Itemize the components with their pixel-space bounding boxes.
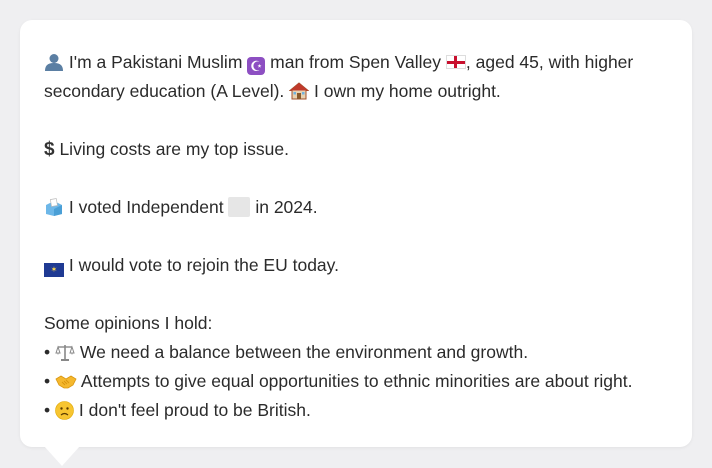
ballot-box-icon — [46, 198, 62, 216]
persona-card: I'm a Pakistani Muslim ☪ man from Spen V… — [20, 20, 692, 447]
dollar-sign-icon: $ — [44, 139, 55, 160]
bullet: • — [44, 371, 51, 391]
slightly-frowning-face-icon — [55, 401, 74, 420]
bullet: • — [44, 400, 51, 420]
profile-intro-text: I'm a Pakistani Muslim — [68, 52, 243, 72]
vote-year-text: in 2024. — [255, 197, 318, 217]
profile-origin-text: man from Spen Valley — [270, 52, 442, 72]
profile-education-text: secondary education (A Level). — [44, 81, 285, 101]
vote-line: I voted Independent in 2024. — [44, 193, 668, 222]
opinion-text: I don't feel proud to be British. — [78, 400, 311, 420]
eu-line: ✶ I would vote to rejoin the EU today. — [44, 251, 668, 280]
bullet: • — [44, 342, 51, 362]
issue-text: Living costs are my top issue. — [59, 139, 289, 159]
list-item: • We need a balance between the environm… — [44, 338, 668, 367]
handshake-icon — [55, 375, 77, 389]
list-item: • Attempts to give equal opportunities t… — [44, 367, 668, 396]
vote-text: I voted Independent — [68, 197, 224, 217]
profile-age-text: , aged 45, with higher — [465, 52, 634, 72]
england-flag-icon — [445, 55, 466, 69]
profile-line-1: I'm a Pakistani Muslim ☪ man from Spen V… — [44, 48, 668, 77]
star-and-crescent-icon: ☪ — [247, 57, 266, 75]
list-item: • I don't feel proud to be British. — [44, 396, 668, 425]
party-color-swatch-icon — [228, 197, 251, 217]
scales-icon — [55, 345, 75, 361]
opinions-heading: Some opinions I hold: — [44, 313, 213, 333]
eu-flag-icon: ✶ — [44, 263, 64, 277]
eu-text: I would vote to rejoin the EU today. — [68, 255, 339, 275]
card-pointer — [44, 446, 80, 466]
profile-line-2: secondary education (A Level). I own my … — [44, 77, 668, 106]
opinion-text: We need a balance between the environmen… — [79, 342, 529, 362]
issue-line: $ Living costs are my top issue. — [44, 135, 668, 164]
person-silhouette-icon — [45, 54, 63, 71]
house-icon — [289, 82, 310, 100]
profile-home-text: I own my home outright. — [314, 81, 501, 101]
opinion-text: Attempts to give equal opportunities to … — [80, 371, 633, 391]
